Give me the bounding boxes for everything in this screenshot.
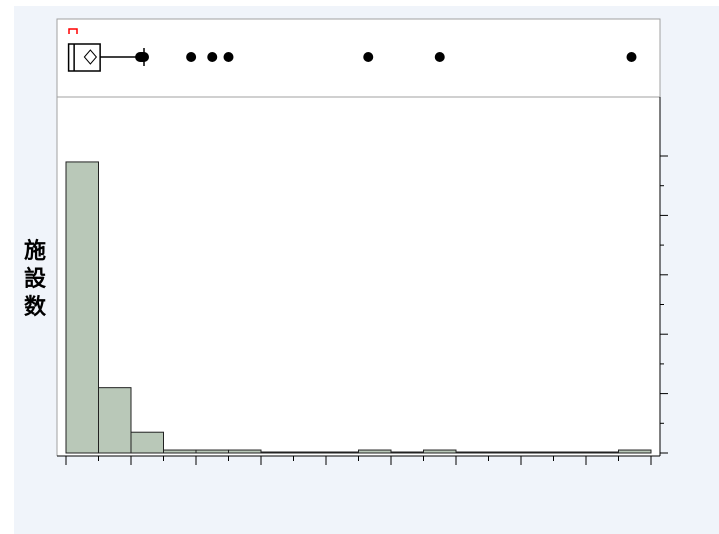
y-axis-label-char: 施: [24, 238, 46, 264]
boxplot-outlier-point-7: [363, 52, 374, 62]
histogram-bar-3: [163, 449, 197, 454]
histogram-bar-14: [520, 451, 554, 454]
boxplot-outlier-point-5: [207, 52, 218, 62]
histogram-bar-5: [228, 449, 262, 454]
boxplot-outlier-point-3: [139, 52, 149, 62]
histogram-bar-0: [65, 161, 99, 454]
histogram-bar-7: [293, 451, 327, 454]
y-axis-label-char: 設: [24, 266, 47, 292]
histogram-bar-1: [98, 387, 132, 454]
plot-background: [57, 19, 660, 456]
histogram-bar-9: [358, 449, 392, 454]
red-marker-icon: [68, 28, 78, 34]
histogram-bar-12: [455, 451, 489, 454]
histogram-bar-4: [195, 449, 229, 454]
histogram-bar-17: [618, 449, 652, 454]
boxplot-outlier-point-8: [434, 52, 445, 62]
boxplot-outlier-point-6: [223, 52, 234, 62]
histogram-bar-13: [488, 451, 522, 454]
y-axis-label-char: 数: [24, 294, 47, 320]
boxplot-frame: [56, 18, 661, 98]
histogram-bar-8: [325, 451, 359, 454]
histogram-bar-15: [553, 451, 587, 454]
histogram-bar-16: [585, 451, 619, 454]
histogram-bar-2: [130, 431, 164, 454]
boxplot-outlier-point-4: [186, 52, 197, 62]
boxplot-mean-diamond: [83, 49, 98, 65]
histogram-bar-6: [260, 451, 294, 454]
histogram-bar-11: [423, 449, 457, 454]
boxplot-outlier-point-9: [626, 52, 637, 62]
histogram-bar-10: [390, 451, 424, 454]
